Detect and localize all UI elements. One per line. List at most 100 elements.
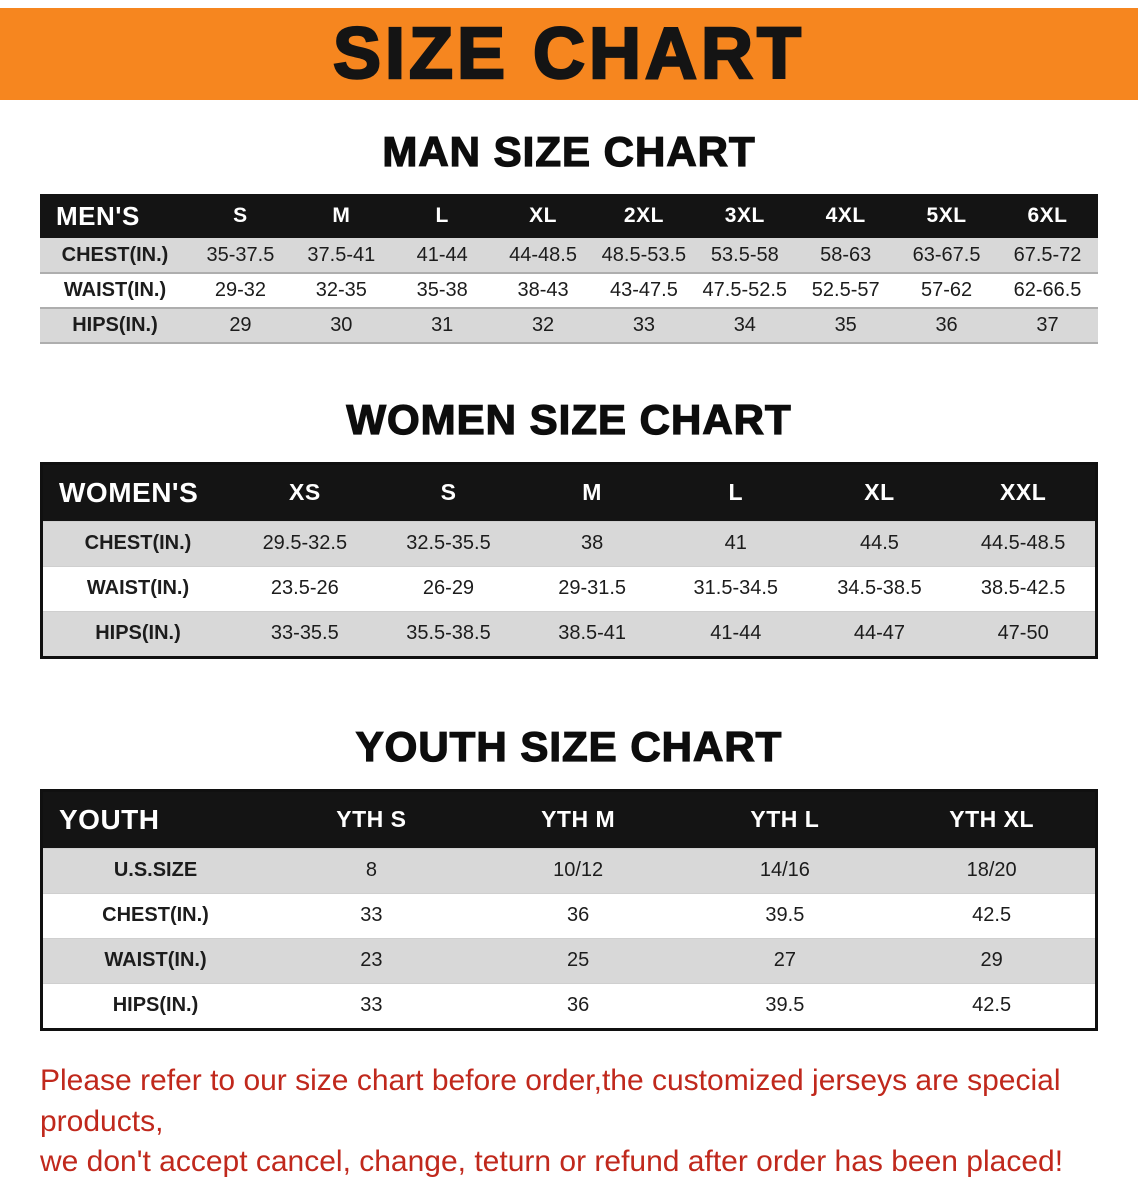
size-header-cell: 5XL	[896, 194, 997, 238]
value-cell: 38	[581, 532, 604, 554]
value-cell: 10/12	[553, 859, 604, 881]
size-header-cell: YTH M	[474, 792, 682, 848]
value-cell: 33	[360, 904, 383, 926]
table-row: WAIST(IN.) 29-32 32-35 35-38 38-43 43-47.5 47.…	[40, 273, 1098, 308]
value-cell: 23.5-26	[270, 577, 339, 599]
size-header-cell: XS	[233, 465, 377, 521]
size-header-cell: S	[190, 194, 291, 238]
youth-size-chart-heading: YOUTH SIZE CHART	[355, 722, 783, 770]
size-header-cell: 2XL	[593, 194, 695, 238]
size-header-cell: YTH L	[681, 792, 889, 848]
size-header-cell: L	[391, 194, 493, 238]
value-cell: 44.5-48.5	[980, 532, 1066, 554]
value-cell: 36	[567, 994, 590, 1017]
section-men: MAN SIZE CHART MEN'S S M L XL 2XL 3XL 4XL 5XL 6XL…	[0, 127, 1138, 344]
value-cell: 14/16	[759, 859, 810, 881]
size-header-cell: L	[663, 465, 808, 521]
measure-label-cell: CHEST(IN.)	[61, 243, 169, 266]
table-title-cell: MEN'S	[40, 194, 190, 238]
value-cell: 38-43	[517, 279, 569, 301]
size-header-cell: XL	[492, 194, 594, 238]
value-cell: 62-66.5	[1013, 279, 1082, 301]
value-cell: 44-48.5	[509, 243, 577, 266]
table-title-cell: WOMEN'S	[43, 465, 233, 521]
value-cell: 47.5-52.5	[702, 279, 788, 301]
value-cell: 18/20	[966, 859, 1017, 881]
banner: SIZE CHART	[0, 8, 1138, 100]
value-cell: 32	[531, 314, 555, 336]
size-header-cell: YTH S	[268, 792, 475, 848]
value-cell: 47-50	[997, 622, 1049, 645]
value-cell: 41-44	[710, 622, 762, 645]
size-header-cell: XL	[807, 465, 952, 521]
value-cell: 34.5-38.5	[837, 577, 922, 599]
table-row: U.S.SIZE 8 10/12 14/16 18/20	[43, 848, 1095, 893]
table-row: WAIST(IN.) 23.5-26 26-29 29-31.5 31.5-34.5 34…	[43, 566, 1095, 611]
value-cell: 35.5-38.5	[406, 622, 491, 645]
value-cell: 29	[229, 314, 252, 336]
header-row: WOMEN'S XS S M L XL XXL	[43, 465, 1095, 521]
value-cell: 37.5-41	[307, 243, 376, 266]
value-cell: 31.5-34.5	[693, 577, 779, 599]
table-row: HIPS(IN.) 33-35.5 35.5-38.5 38.5-41 41-44 44-…	[43, 611, 1095, 656]
size-header-cell: XXL	[951, 465, 1095, 521]
women-size-chart-heading: WOMEN SIZE CHART	[346, 395, 792, 443]
footer-disclaimer-line2: we don't accept cancel, change, teturn o…	[40, 1145, 1064, 1178]
value-cell: 38.5-41	[558, 622, 627, 645]
measure-label-cell: HIPS(IN.)	[95, 622, 181, 645]
table-row: HIPS(IN.) 33 36 39.5 42.5	[43, 983, 1095, 1028]
value-cell: 48.5-53.5	[601, 243, 687, 266]
value-cell: 38.5-42.5	[980, 577, 1066, 599]
value-cell: 35-38	[416, 279, 468, 301]
size-chart-page: SIZE CHART MAN SIZE CHART MEN'S S M L XL 2XL 3…	[0, 8, 1138, 1183]
table-row: CHEST(IN.) 35-37.5 37.5-41 41-44 44-48.5 48.5…	[40, 238, 1098, 273]
value-cell: 53.5-58	[710, 243, 779, 266]
men-size-chart-heading: MAN SIZE CHART	[382, 127, 756, 175]
value-cell: 29-32	[214, 279, 267, 301]
size-header-cell: M	[520, 465, 664, 521]
measure-label-cell: WAIST(IN.)	[86, 577, 190, 599]
value-cell: 33	[632, 314, 656, 336]
value-cell: 44-47	[853, 622, 906, 645]
footer-disclaimer: Please refer to our size chart before or…	[40, 1061, 1098, 1183]
value-cell: 57-62	[920, 279, 973, 301]
value-cell: 42.5	[972, 904, 1012, 926]
measure-label-cell: HIPS(IN.)	[112, 994, 199, 1017]
value-cell: 35-37.5	[206, 243, 275, 266]
value-cell: 52.5-57	[811, 279, 880, 301]
value-cell: 8	[365, 859, 377, 881]
value-cell: 32-35	[315, 279, 367, 301]
measure-label-cell: WAIST(IN.)	[104, 949, 207, 971]
value-cell: 67.5-72	[1013, 243, 1082, 266]
youth-size-table-wrap: YOUTH YTH S YTH M YTH L YTH XL U.S.SIZE 8 10/12…	[40, 789, 1098, 1031]
women-size-table-wrap: WOMEN'S XS S M L XL XXL CHEST(IN.) 29.5-32.5 32.5…	[40, 462, 1098, 659]
value-cell: 36	[567, 904, 590, 926]
table-row: CHEST(IN.) 29.5-32.5 32.5-35.5 38 41 44.5 44.5…	[43, 521, 1095, 566]
value-cell: 41-44	[416, 243, 468, 266]
size-table-mens: MEN'S S M L XL 2XL 3XL 4XL 5XL 6XL CHEST(IN.) 35-37…	[40, 194, 1098, 344]
size-header-cell: 4XL	[795, 194, 897, 238]
value-cell: 34	[733, 314, 756, 336]
header-row: YOUTH YTH S YTH M YTH L YTH XL	[43, 792, 1095, 848]
section-women: WOMEN SIZE CHART WOMEN'S XS S M L XL XXL CHEST(…	[0, 395, 1138, 659]
value-cell: 26-29	[422, 577, 475, 599]
measure-label-cell: U.S.SIZE	[113, 859, 198, 881]
table-row: WAIST(IN.) 23 25 27 29	[43, 938, 1095, 983]
size-header-cell: S	[376, 465, 521, 521]
table-title-cell: YOUTH	[43, 792, 268, 848]
value-cell: 32.5-35.5	[406, 532, 491, 554]
value-cell: 30	[330, 314, 353, 336]
size-table-youth: YOUTH YTH S YTH M YTH L YTH XL U.S.SIZE 8 10/12…	[43, 792, 1095, 1028]
value-cell: 27	[773, 949, 796, 971]
size-header-cell: YTH XL	[888, 792, 1095, 848]
measure-label-cell: CHEST(IN.)	[102, 904, 209, 926]
measure-label-cell: HIPS(IN.)	[72, 314, 158, 336]
value-cell: 29	[980, 949, 1003, 971]
value-cell: 33	[360, 994, 383, 1017]
table-row: HIPS(IN.) 29 30 31 32 33 34 35 36 37	[40, 308, 1098, 343]
section-youth: YOUTH SIZE CHART YOUTH YTH S YTH M YTH L YTH…	[0, 722, 1138, 1031]
value-cell: 25	[567, 949, 590, 971]
header-row: MEN'S S M L XL 2XL 3XL 4XL 5XL 6XL	[40, 194, 1098, 238]
men-size-table-wrap: MEN'S S M L XL 2XL 3XL 4XL 5XL 6XL CHEST(IN.) 35-37…	[40, 194, 1098, 344]
value-cell: 29.5-32.5	[262, 532, 348, 554]
